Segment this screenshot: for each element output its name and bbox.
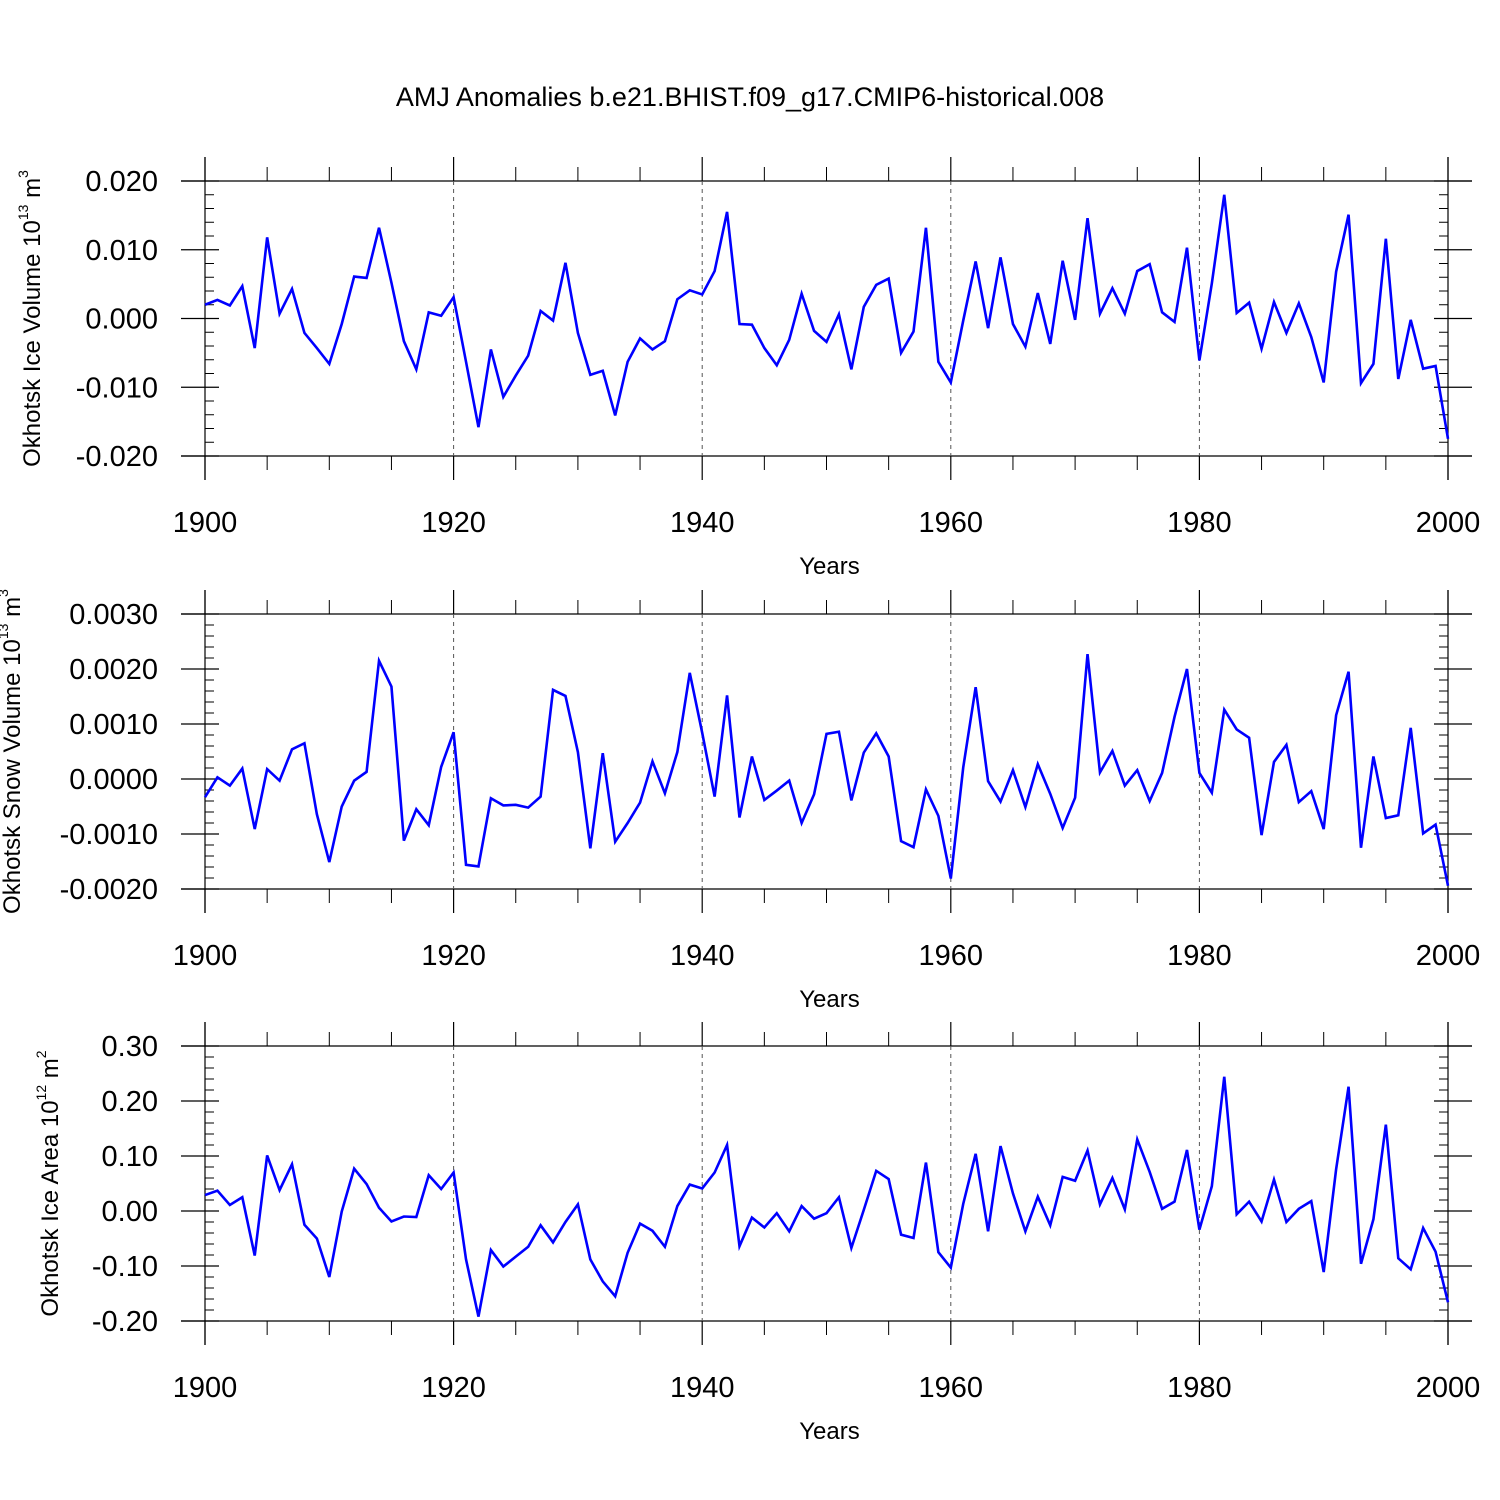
x-tick-label: 1940 [670,1372,735,1404]
y-axis-label: Okhotsk Ice Area 1012 m2 [33,1050,64,1316]
y-tick-label: -0.0020 [60,874,158,906]
x-tick-label: 1960 [919,940,984,972]
y-tick-label: -0.20 [92,1306,158,1338]
y-tick-label: -0.10 [92,1251,158,1283]
x-tick-label: 1920 [421,940,486,972]
x-tick-label: 1920 [421,507,486,539]
y-tick-label: -0.010 [76,372,158,404]
x-axis-label: Years [799,1418,860,1445]
y-tick-label: 0.010 [85,235,158,267]
x-tick-label: 2000 [1416,507,1481,539]
y-tick-label: 0.00 [102,1196,158,1228]
y-tick-label: 0.30 [102,1031,158,1063]
y-tick-label: 0.020 [85,166,158,198]
x-tick-label: 1980 [1167,507,1232,539]
y-tick-label: 0.20 [102,1086,158,1118]
x-tick-label: 2000 [1416,940,1481,972]
panels: -0.020 -0.010 0.000 0.010 0.020 1900 1920 1940 1… [0,157,1480,1445]
x-tick-label: 1940 [670,940,735,972]
y-tick-label: 0.0000 [69,764,158,796]
y-tick-label: 0.10 [102,1141,158,1173]
x-tick-label: 1980 [1167,940,1232,972]
series-line [204,194,1450,440]
x-axis-label: Years [799,553,860,580]
y-tick-label: -0.0010 [60,819,158,851]
y-tick-label: -0.020 [76,441,158,473]
chart-title: AMJ Anomalies b.e21.BHIST.f09_g17.CMIP6-… [396,82,1104,112]
y-tick-label: 0.0030 [69,599,158,631]
panel-3: -0.20 -0.10 0.00 0.10 0.20 0.30 1900 1920 1940 19… [33,1022,1480,1445]
x-tick-label: 1980 [1167,1372,1232,1404]
x-tick-label: 1940 [670,507,735,539]
y-tick-label: 0.000 [85,304,158,336]
y-tick-label: 0.0010 [69,709,158,741]
x-axis-label: Years [799,986,860,1013]
axis-frame [181,1022,1472,1345]
x-tick-label: 1960 [919,1372,984,1404]
panel-2: -0.0020 -0.0010 0.0000 0.0010 0.0020 0.0030 19… [0,589,1480,1013]
x-tick-label: 1900 [173,940,238,972]
x-tick-label: 1920 [421,1372,486,1404]
axis-frame [181,590,1472,913]
axis-frame [181,157,1472,480]
y-axis-label: Okhotsk Ice Volume 1013 m3 [15,170,46,467]
x-tick-label: 1900 [173,507,238,539]
y-tick-label: 0.0020 [69,654,158,686]
series-line [203,654,1450,886]
panel-1: -0.020 -0.010 0.000 0.010 0.020 1900 1920 1940 1… [15,157,1480,580]
y-axis-label: Okhotsk Snow Volume 1013 m3 [0,589,26,914]
x-tick-label: 1960 [919,507,984,539]
x-tick-label: 2000 [1416,1372,1481,1404]
x-tick-label: 1900 [173,1372,238,1404]
series-line [204,1076,1450,1317]
